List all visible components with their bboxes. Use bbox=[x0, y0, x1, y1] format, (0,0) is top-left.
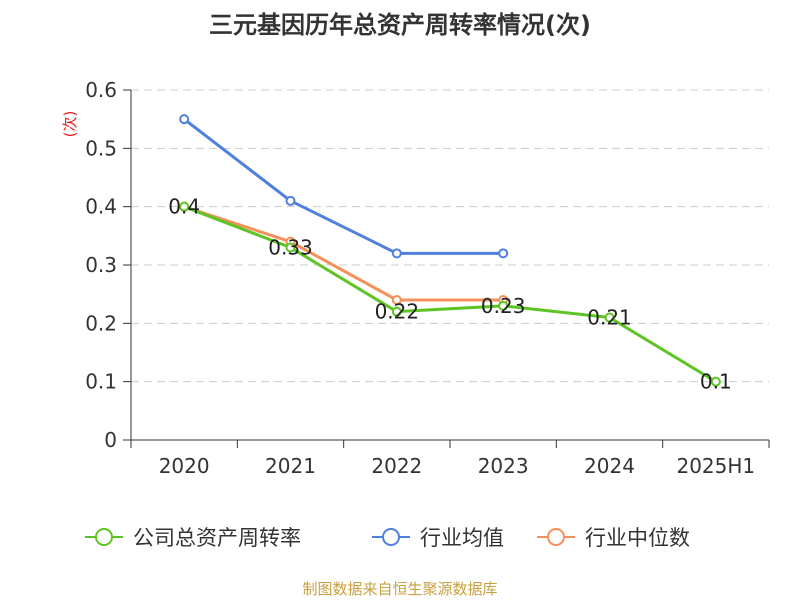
legend-marker bbox=[95, 528, 113, 546]
x-tick-label: 2024 bbox=[584, 454, 635, 478]
data-point bbox=[285, 195, 296, 206]
data-point bbox=[391, 306, 402, 317]
y-tick-label: 0.6 bbox=[85, 78, 117, 102]
data-label: 0.21 bbox=[587, 306, 632, 330]
data-point bbox=[604, 312, 615, 323]
x-tick-label: 2025H1 bbox=[676, 454, 755, 478]
y-tick-label: 0 bbox=[104, 428, 117, 452]
data-point bbox=[498, 300, 509, 311]
series-line bbox=[183, 205, 717, 383]
legend-marker bbox=[547, 528, 565, 546]
series-lines bbox=[179, 114, 721, 387]
x-tick-label: 2020 bbox=[159, 454, 210, 478]
data-label: 0.22 bbox=[375, 300, 420, 324]
legend: 公司总资产周转率 行业均值 行业中位数 bbox=[85, 526, 690, 550]
series-line bbox=[183, 117, 504, 255]
data-label: 0.1 bbox=[700, 370, 732, 394]
y-tick-label: 0.1 bbox=[85, 370, 117, 394]
y-tick-label: 0.5 bbox=[85, 136, 117, 160]
axes: 0 0.1 0.2 0.3 0.4 0.5 0.6 2020 2021 2022 2023 2024 2… bbox=[85, 78, 770, 478]
x-tick-label: 2022 bbox=[371, 454, 422, 478]
data-point bbox=[179, 114, 190, 125]
chart-title: 三元基因历年总资产周转率情况(次) bbox=[209, 11, 591, 39]
source-note: 制图数据来自恒生聚源数据库 bbox=[302, 580, 497, 598]
data-label: 0.33 bbox=[268, 236, 313, 260]
data-point bbox=[179, 201, 190, 212]
data-label: 0.23 bbox=[481, 294, 526, 318]
x-tick-label: 2021 bbox=[265, 454, 316, 478]
data-point bbox=[391, 248, 402, 259]
y-tick-label: 0.4 bbox=[85, 195, 117, 219]
data-point bbox=[285, 242, 296, 253]
data-point bbox=[710, 376, 721, 387]
legend-label: 行业中位数 bbox=[585, 526, 690, 550]
legend-marker bbox=[382, 528, 400, 546]
legend-label: 公司总资产周转率 bbox=[133, 526, 301, 550]
data-point bbox=[391, 295, 402, 305]
grid-lines bbox=[131, 89, 769, 383]
y-axis-label: (次) bbox=[61, 111, 79, 138]
y-tick-label: 0.2 bbox=[85, 311, 117, 335]
legend-label: 行业均值 bbox=[420, 526, 504, 550]
y-tick-label: 0.3 bbox=[85, 253, 117, 277]
data-point bbox=[498, 248, 509, 259]
x-tick-label: 2023 bbox=[478, 454, 529, 478]
data-labels: 0.4 0.33 0.22 0.23 0.21 0.1 bbox=[168, 195, 731, 394]
series-line bbox=[183, 205, 504, 302]
data-label: 0.4 bbox=[168, 195, 200, 219]
